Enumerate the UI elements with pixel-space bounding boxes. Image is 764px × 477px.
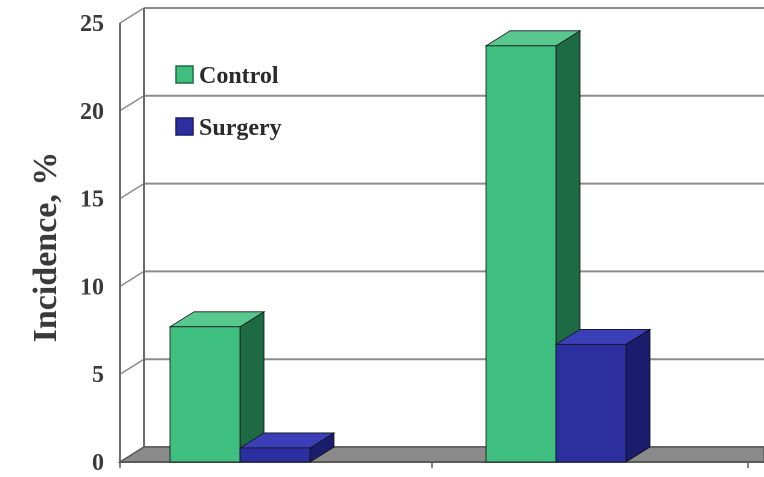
y-axis-label: Incidence, % [27,152,64,343]
bar-front [239,447,311,463]
y-tick-label: 5 [92,362,104,388]
gridline-connector [119,358,145,375]
legend-swatch-control [175,65,194,84]
bar-side [625,328,651,463]
y-tick-label: 25 [80,11,104,37]
bars [168,30,652,463]
bar-surgery-1 [238,432,336,463]
bar-front [485,45,557,463]
y-tick-label: 15 [80,187,104,213]
y-tick-label: 10 [80,274,104,300]
gridline-connector [119,7,145,24]
y-tick-label: 0 [92,450,104,476]
legend: Control Surgery [175,63,282,141]
legend-swatch-surgery [175,117,194,136]
bar-control-1 [168,311,266,463]
gridline-connector [119,182,145,200]
bar-front [169,326,241,463]
gridline-connector [119,270,145,288]
bar-control-2 [484,30,582,463]
legend-label-surgery: Surgery [199,115,282,141]
bar-front [555,343,627,463]
legend-label-control: Control [199,63,279,89]
gridline-connector [119,95,145,112]
y-tick-label: 20 [80,99,104,125]
bar-surgery-2 [554,328,652,463]
y-tick-labels: 0 5 10 15 20 25 [80,11,104,476]
